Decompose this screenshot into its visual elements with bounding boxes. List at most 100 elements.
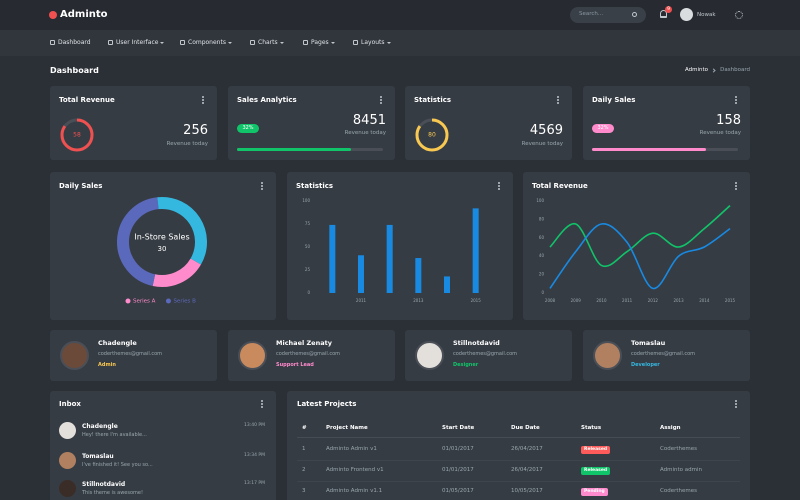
card [50, 172, 276, 320]
message-sender: Chadengle [82, 423, 118, 430]
user-name: Nowak [697, 12, 716, 18]
kebab-menu[interactable] [261, 403, 263, 405]
user-avatar[interactable] [680, 8, 693, 21]
breadcrumb-link: Adminto [684, 67, 708, 73]
caret [228, 42, 232, 44]
message-sender: Stillnotdavid [82, 481, 126, 488]
nav-item[interactable]: Dashboard [58, 39, 91, 46]
table-cell: 2 [302, 467, 306, 473]
stat-caption: Revenue today [699, 130, 741, 136]
table-cell: Adminto admin [660, 467, 703, 473]
search-placeholder: Search... [579, 11, 604, 17]
contact-role: Admin [98, 362, 116, 368]
card [228, 86, 395, 160]
stat-caption: Revenue today [166, 141, 208, 147]
progress-bar [592, 148, 706, 151]
stat-caption: Revenue today [521, 141, 563, 147]
caret [160, 42, 164, 44]
message-sender: Tomaslau [82, 453, 114, 460]
card-title: Inbox [59, 400, 81, 408]
stat-caption: Revenue today [344, 130, 386, 136]
card-title: Statistics [414, 96, 452, 104]
contact-role: Support Lead [276, 362, 314, 368]
message-text: I've finished it! See you so... [82, 462, 153, 468]
kebab-menu[interactable] [735, 403, 737, 405]
nav-item[interactable]: Layouts [361, 39, 385, 46]
caret [280, 42, 284, 44]
kebab-menu[interactable] [202, 99, 204, 101]
message-time: 13:34 PM [244, 453, 265, 458]
kebab-menu[interactable] [498, 185, 500, 187]
table-cell: 10/05/2017 [511, 488, 543, 494]
kebab-menu[interactable] [380, 99, 382, 101]
table-cell: Adminto Admin v1.1 [326, 488, 383, 494]
table-cell: Coderthemes [660, 446, 697, 452]
nav-icon [353, 40, 358, 45]
table-cell: 01/05/2017 [442, 488, 474, 494]
table-cell: 01/01/2017 [442, 446, 474, 452]
stat-value: 4569 [529, 123, 563, 138]
progress-bar [237, 148, 351, 151]
message-time: 13:40 PM [244, 423, 265, 428]
table-cell: Adminto Frontend v1 [326, 467, 384, 473]
bell-icon[interactable] [660, 10, 667, 18]
nav-icon [303, 40, 308, 45]
kebab-menu[interactable] [735, 99, 737, 101]
nav-icon [180, 40, 185, 45]
brand-name: Adminto [60, 9, 108, 20]
table-header: Status [581, 425, 602, 431]
kebab-menu[interactable] [735, 185, 737, 187]
card [583, 86, 750, 160]
table-header: Due Date [511, 425, 540, 431]
contact-role: Designer [453, 362, 479, 368]
badge-pill: 32% [237, 124, 259, 133]
status-badge: Released [581, 446, 611, 454]
contact-name: Chadengle [98, 339, 137, 347]
card-title: Statistics [296, 182, 334, 190]
contact-email: coderthemes@gmail.com [453, 351, 518, 357]
message-text: Hey! there I'm available... [82, 432, 147, 438]
table-cell: 01/01/2017 [442, 467, 474, 473]
card [287, 172, 513, 320]
kebab-menu[interactable] [557, 99, 559, 101]
contact-avatar [415, 341, 444, 370]
nav-bar [0, 30, 800, 56]
contact-name: Stillnotdavid [453, 339, 500, 347]
card-title: Daily Sales [592, 96, 636, 104]
contact-role: Developer [631, 362, 660, 368]
nav-item[interactable]: User Interface [116, 39, 159, 46]
stat-value: 256 [183, 123, 208, 138]
nav-item[interactable]: Pages [311, 39, 329, 46]
nav-icon [50, 40, 55, 45]
caret [331, 42, 335, 44]
caret [387, 42, 391, 44]
card-title: Sales Analytics [237, 96, 297, 104]
message-avatar[interactable] [59, 452, 76, 469]
nav-item[interactable]: Charts [258, 39, 278, 46]
contact-email: coderthemes@gmail.com [631, 351, 696, 357]
kebab-menu[interactable] [261, 185, 263, 187]
card-title: Daily Sales [59, 182, 103, 190]
table-cell: 26/04/2017 [511, 446, 543, 452]
table-cell: 1 [302, 446, 306, 452]
message-avatar[interactable] [59, 480, 76, 497]
settings-icon[interactable] [735, 11, 743, 19]
status-badge: Released [581, 467, 611, 475]
card [50, 391, 276, 500]
card [523, 172, 750, 320]
table-header: # [302, 425, 307, 431]
nav-item[interactable]: Components [188, 39, 226, 46]
contact-name: Tomaslau [631, 339, 666, 347]
message-avatar[interactable] [59, 422, 76, 439]
search-box[interactable] [570, 7, 646, 23]
message-text: This theme is awesome! [82, 490, 143, 496]
message-time: 13:17 PM [244, 481, 265, 486]
contact-avatar [60, 341, 89, 370]
nav-icon [108, 40, 113, 45]
table-header: Assign [660, 425, 681, 431]
contact-email: coderthemes@gmail.com [98, 351, 163, 357]
contact-email: coderthemes@gmail.com [276, 351, 341, 357]
table-cell: Adminto Admin v1 [326, 446, 377, 452]
nav-icon [250, 40, 255, 45]
